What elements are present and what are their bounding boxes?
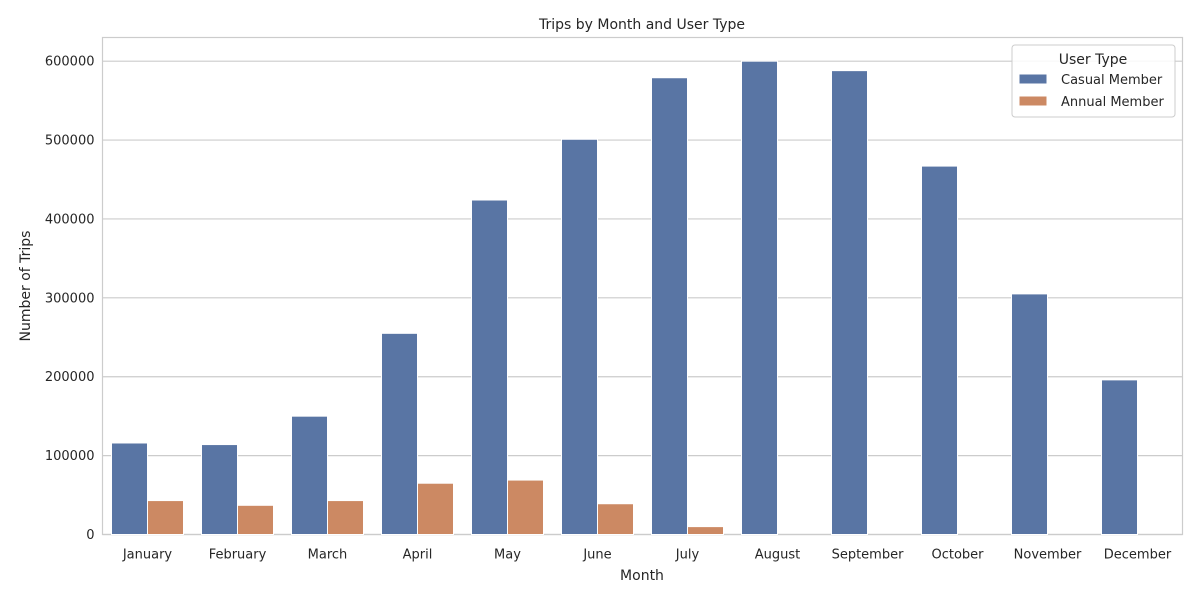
y-tick-label: 300000	[45, 291, 95, 306]
plot-frame	[101, 36, 1184, 536]
y-tick-labels: 0 100000 200000 300000 400000 500000 600000	[45, 55, 95, 543]
legend-swatch	[1018, 95, 1048, 107]
x-tick-label: December	[1104, 548, 1172, 563]
bar-casual-member	[651, 77, 688, 535]
bar-annual-member	[687, 526, 724, 535]
x-tick-label: March	[308, 548, 348, 563]
bar-casual-member	[111, 442, 148, 535]
bar-casual-member	[471, 199, 508, 535]
x-tick-label: August	[755, 548, 801, 563]
x-tick-label: October	[931, 548, 984, 563]
bar-annual-member	[417, 482, 454, 536]
bar-annual-member	[327, 500, 364, 536]
x-axis-label: Month	[620, 568, 664, 584]
bar-casual-member	[291, 415, 328, 535]
y-tick-label: 100000	[45, 449, 95, 464]
chart-title: Trips by Month and User Type	[538, 17, 745, 33]
bars	[111, 60, 1138, 536]
x-tick-label: November	[1014, 548, 1082, 563]
y-tick-label: 600000	[45, 55, 95, 70]
bar-annual-member	[507, 479, 544, 536]
bar-casual-member	[1101, 379, 1138, 535]
x-tick-label: July	[675, 548, 700, 563]
x-tick-label: January	[122, 548, 173, 563]
x-tick-label: May	[494, 548, 521, 563]
x-tick-label: April	[403, 548, 433, 563]
bar-casual-member	[921, 165, 958, 535]
bar-casual-member	[1011, 293, 1048, 535]
bar-annual-member	[597, 503, 634, 536]
legend-swatch	[1018, 73, 1048, 85]
bar-casual-member	[561, 138, 598, 535]
y-tick-label: 500000	[45, 134, 95, 149]
x-tick-label: June	[582, 548, 611, 563]
x-tick-labels: January February March April May June July Augu…	[122, 548, 1172, 563]
bar-annual-member	[237, 504, 274, 535]
y-tick-label: 0	[86, 528, 94, 543]
y-tick-label: 200000	[45, 370, 95, 385]
y-tick-label: 400000	[45, 212, 95, 227]
legend: User Type Casual Member Annual Member	[1011, 44, 1176, 118]
legend-label: Annual Member	[1061, 95, 1164, 110]
legend-title: User Type	[1059, 52, 1128, 68]
bar-annual-member	[147, 500, 184, 536]
bar-casual-member	[741, 60, 778, 536]
y-axis-label: Number of Trips	[18, 231, 34, 342]
legend-label: Casual Member	[1061, 73, 1163, 88]
bar-casual-member	[831, 70, 868, 535]
x-tick-label: September	[832, 548, 905, 563]
grid-lines	[102, 60, 1183, 536]
bar-casual-member	[381, 332, 418, 536]
legend-box	[1011, 44, 1176, 118]
bar-casual-member	[201, 444, 238, 536]
x-tick-label: February	[209, 548, 267, 563]
